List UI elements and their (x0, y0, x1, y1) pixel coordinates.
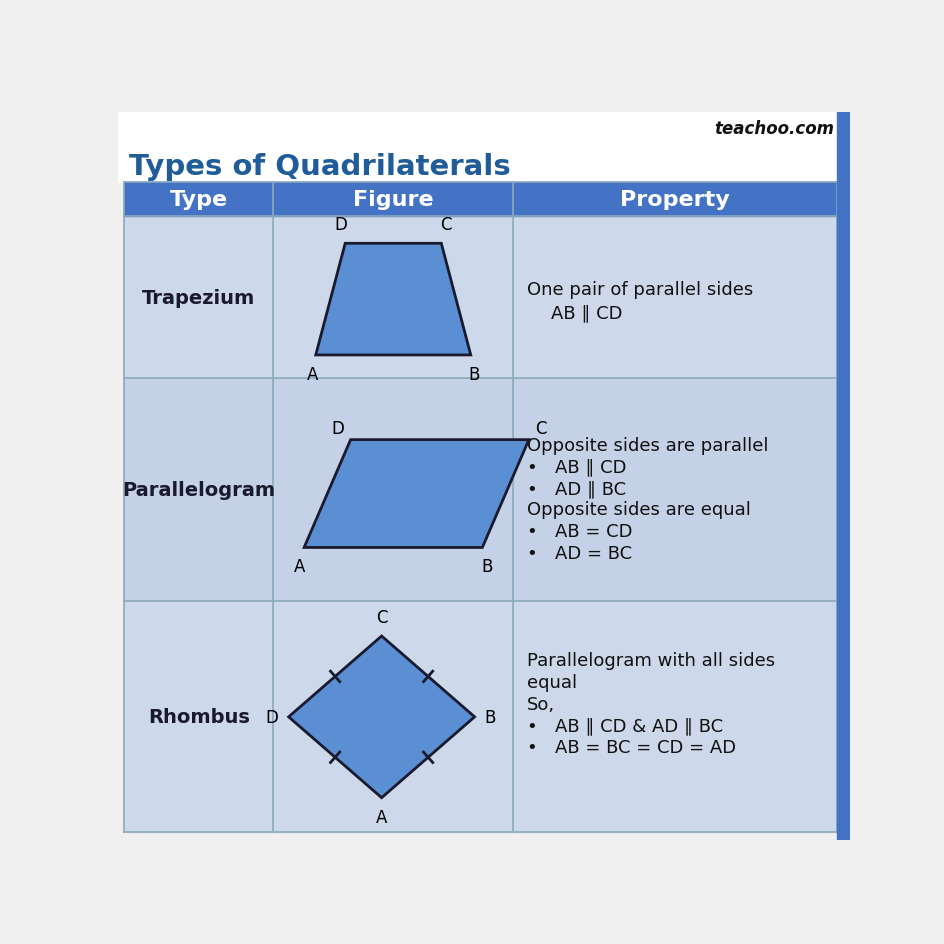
Bar (125, 601, 273, 833)
Polygon shape (315, 244, 470, 356)
Polygon shape (304, 440, 529, 548)
Text: teachoo.com: teachoo.com (714, 120, 834, 138)
Text: A: A (307, 365, 318, 383)
Text: •   AB = CD: • AB = CD (527, 522, 632, 541)
Text: A: A (376, 808, 387, 826)
Bar (836, 113, 850, 840)
Text: B: B (480, 558, 492, 576)
Text: B: B (467, 365, 479, 383)
Text: •   AD ∥ BC: • AD ∥ BC (527, 480, 626, 497)
Text: C: C (534, 419, 546, 437)
Text: One pair of parallel sides: One pair of parallel sides (527, 281, 752, 299)
Bar (273, 217, 513, 379)
Bar (513, 182, 836, 217)
Bar (513, 217, 836, 379)
Text: B: B (484, 708, 496, 726)
Bar (125, 217, 273, 379)
Text: So,: So, (527, 695, 555, 713)
Polygon shape (288, 636, 474, 798)
Bar (125, 182, 273, 217)
Text: C: C (440, 216, 451, 234)
Text: •   AB ∥ CD: • AB ∥ CD (527, 458, 626, 476)
Text: A: A (294, 558, 305, 576)
Bar (513, 601, 836, 833)
Bar (273, 601, 513, 833)
Text: equal: equal (527, 673, 577, 691)
Bar (118, 113, 850, 182)
Bar (273, 379, 513, 601)
Text: Opposite sides are parallel: Opposite sides are parallel (527, 436, 768, 454)
Text: Trapezium: Trapezium (142, 289, 255, 308)
Text: Opposite sides are equal: Opposite sides are equal (527, 501, 750, 519)
Text: Types of Quadrilaterals: Types of Quadrilaterals (128, 153, 510, 181)
Text: C: C (376, 608, 387, 626)
Text: Parallelogram: Parallelogram (122, 480, 275, 499)
Text: •   AD = BC: • AD = BC (527, 544, 632, 562)
Text: •   AB = BC = CD = AD: • AB = BC = CD = AD (527, 738, 735, 756)
Text: D: D (265, 708, 278, 726)
Text: Parallelogram with all sides: Parallelogram with all sides (527, 651, 775, 669)
Text: Rhombus: Rhombus (147, 708, 249, 727)
Text: •   AB ∥ CD & AD ∥ BC: • AB ∥ CD & AD ∥ BC (527, 716, 723, 734)
Bar (273, 182, 513, 217)
Text: Type: Type (170, 190, 228, 210)
Text: D: D (331, 419, 344, 437)
Text: D: D (334, 216, 346, 234)
Text: Property: Property (620, 190, 730, 210)
Bar (125, 379, 273, 601)
Bar (513, 379, 836, 601)
Text: AB ∥ CD: AB ∥ CD (550, 304, 621, 322)
Text: Figure: Figure (352, 190, 433, 210)
